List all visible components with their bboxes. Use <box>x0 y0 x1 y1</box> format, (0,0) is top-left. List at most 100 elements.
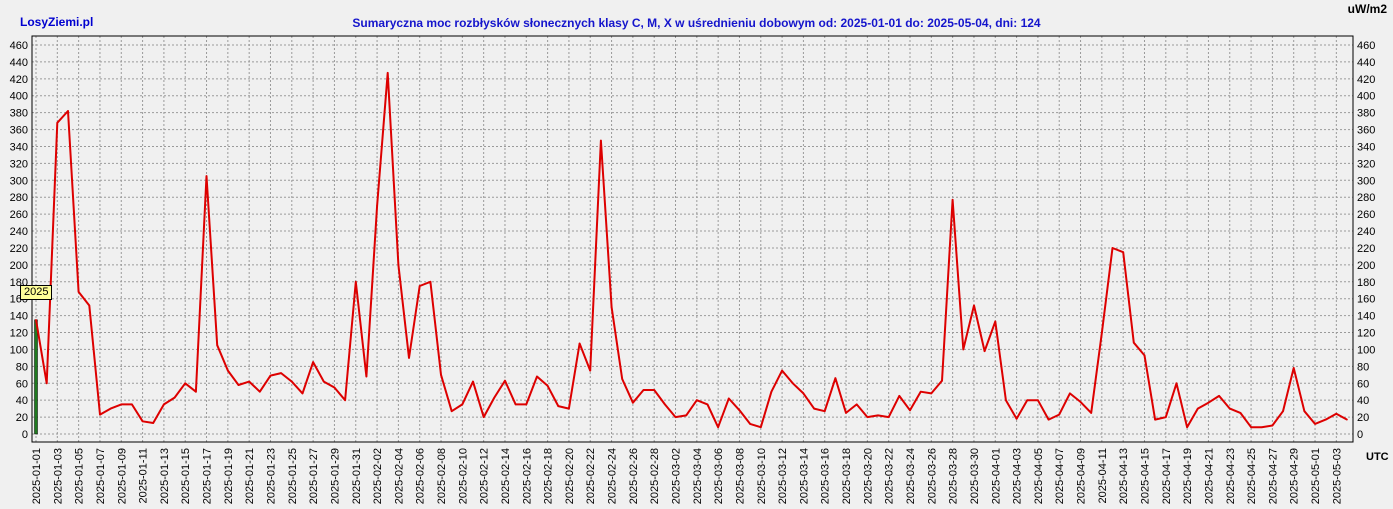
data-point <box>163 403 165 406</box>
y-axis-left: 0204060801001201401601802002202402602803… <box>10 40 28 441</box>
data-point <box>354 280 357 283</box>
y-tick-label: 20 <box>16 412 28 424</box>
plot-frame <box>31 35 1354 443</box>
data-point <box>994 320 997 323</box>
brand-logo-text[interactable]: LosyZiemi.pl <box>20 15 94 29</box>
data-point <box>152 422 155 424</box>
data-point <box>67 110 69 112</box>
data-point <box>504 379 506 382</box>
data-point <box>1005 399 1007 401</box>
data-point <box>482 416 485 418</box>
data-point <box>717 426 719 429</box>
data-point <box>1239 412 1242 414</box>
data-point <box>557 405 560 407</box>
data-point <box>1015 417 1018 420</box>
x-tick-label: 2025-02-16 <box>521 448 533 504</box>
data-point <box>1165 416 1167 418</box>
data-point <box>365 375 368 378</box>
data-point <box>845 412 847 414</box>
data-point <box>227 369 229 372</box>
y-tick-label: 300 <box>1357 175 1375 187</box>
data-point <box>259 390 261 393</box>
chart-axes <box>31 35 1354 443</box>
data-point <box>941 379 943 382</box>
data-point <box>1324 418 1327 421</box>
data-point <box>983 350 986 352</box>
x-tick-label: 2025-04-27 <box>1267 448 1279 504</box>
data-point <box>88 304 91 307</box>
data-point <box>472 380 474 383</box>
data-point <box>770 390 773 393</box>
data-point <box>1122 251 1124 253</box>
data-point <box>269 374 272 377</box>
y-tick-label: 260 <box>10 209 28 221</box>
x-tick-label: 2025-01-13 <box>159 448 171 504</box>
y-tick-label: 460 <box>1357 40 1375 52</box>
y-tick-label: 400 <box>1357 91 1375 103</box>
x-tick-label: 2025-03-24 <box>905 448 917 504</box>
data-point <box>1037 399 1039 401</box>
data-point <box>461 403 464 406</box>
data-point <box>1058 413 1061 416</box>
data-point <box>802 392 805 395</box>
x-tick-label: 2025-05-03 <box>1331 448 1343 504</box>
y-tick-label: 240 <box>1357 226 1375 238</box>
x-tick-label: 2025-04-23 <box>1225 448 1237 504</box>
y-tick-label: 200 <box>10 260 28 272</box>
y-tick-label: 80 <box>1357 361 1369 373</box>
data-point <box>376 204 378 207</box>
x-tick-label: 2025-01-29 <box>329 448 341 504</box>
x-tick-label: 2025-03-30 <box>969 448 981 504</box>
data-point <box>1250 426 1252 429</box>
data-point <box>728 397 730 400</box>
data-point <box>237 384 240 386</box>
data-point <box>791 382 794 385</box>
y-tick-label: 360 <box>10 125 28 137</box>
series-group <box>35 71 1348 429</box>
y-tick-label: 60 <box>16 378 28 390</box>
data-point <box>866 416 869 418</box>
y-tick-label: 460 <box>10 40 28 52</box>
data-point <box>312 361 314 363</box>
data-point <box>1218 395 1220 397</box>
x-tick-label: 2025-03-14 <box>798 448 810 504</box>
x-tick-label: 2025-01-07 <box>95 448 107 504</box>
data-point <box>909 409 911 412</box>
y-axis-unit: uW/m2 <box>1347 2 1387 16</box>
x-axis: 2025-01-01 2025-01-03 2025-01-05 2025-01-07… <box>31 448 1343 504</box>
data-point <box>973 304 975 307</box>
data-point <box>610 306 613 308</box>
data-point <box>1101 331 1103 334</box>
x-tick-label: 2025-01-15 <box>180 448 192 504</box>
data-point <box>1175 382 1178 385</box>
data-point <box>642 389 645 391</box>
data-point <box>898 395 901 397</box>
data-point <box>333 386 336 389</box>
data-point <box>685 414 687 417</box>
y-tick-label: 160 <box>1357 294 1375 306</box>
data-point <box>493 396 496 399</box>
data-point <box>1292 367 1295 369</box>
x-tick-label: 2025-04-11 <box>1097 448 1109 503</box>
data-point <box>45 382 48 385</box>
x-tick-label: 2025-01-31 <box>351 448 363 504</box>
data-point <box>813 407 815 410</box>
y-tick-label: 220 <box>10 243 28 255</box>
data-point <box>706 403 709 406</box>
x-tick-label: 2025-03-20 <box>862 448 874 504</box>
x-tick-label: 2025-01-03 <box>52 448 64 504</box>
x-tick-label: 2025-03-12 <box>777 448 789 504</box>
x-tick-label: 2025-01-01 <box>31 448 43 504</box>
data-point <box>450 410 453 412</box>
y-tick-label: 140 <box>1357 311 1375 323</box>
x-tick-label: 2025-02-12 <box>479 448 491 504</box>
data-point <box>131 403 133 406</box>
data-point <box>749 423 751 425</box>
data-point <box>1111 247 1114 249</box>
data-point <box>1282 410 1284 412</box>
data-point <box>216 344 218 347</box>
y-tick-label: 100 <box>1357 344 1375 356</box>
data-point <box>35 319 37 321</box>
data-point <box>919 390 922 393</box>
